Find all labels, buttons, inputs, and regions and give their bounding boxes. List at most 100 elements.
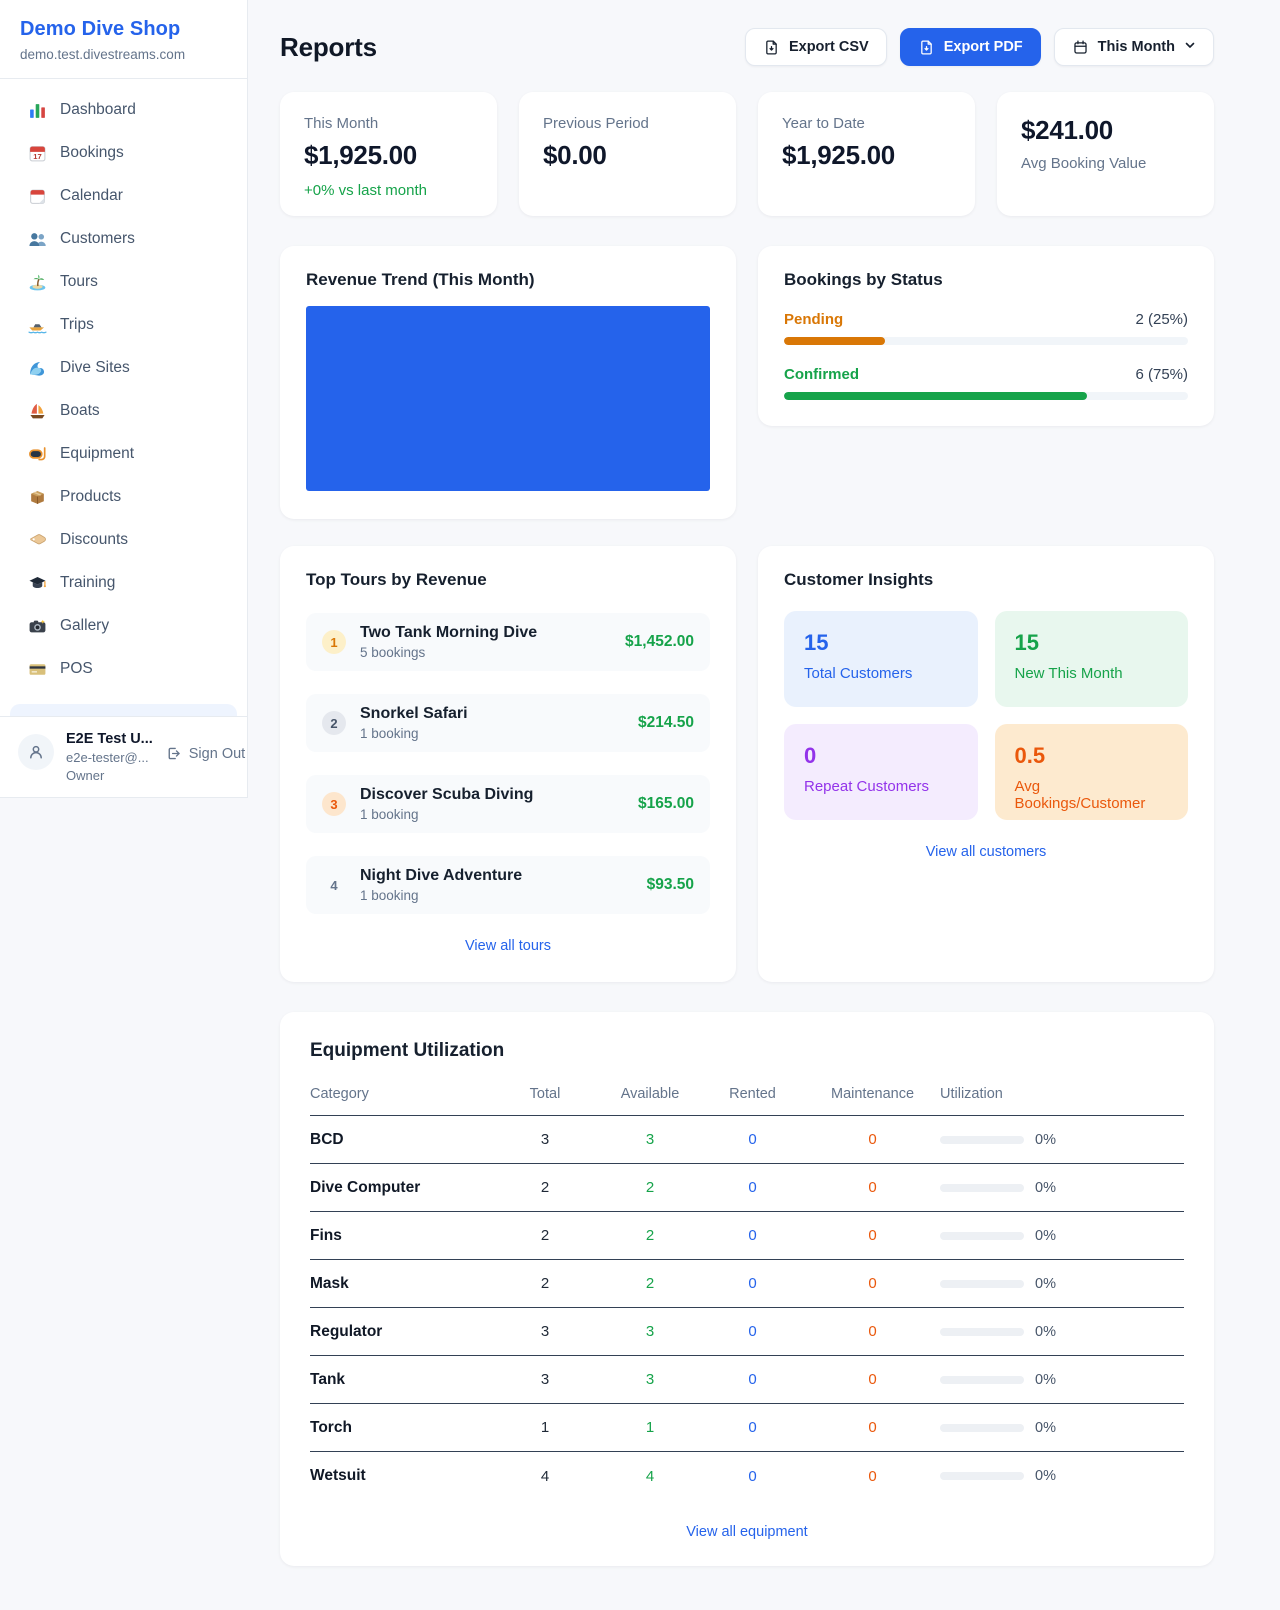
- sidebar-item-label: Dive Sites: [60, 359, 130, 376]
- utilization-percent: 0%: [1035, 1179, 1056, 1196]
- equipment-utilization-panel: Equipment Utilization Category Total Ava…: [280, 1012, 1214, 1566]
- insight-value: 15: [804, 630, 829, 655]
- equipment-utilization-title: Equipment Utilization: [310, 1040, 505, 1061]
- utilization-percent: 0%: [1035, 1371, 1056, 1388]
- equipment-category: Dive Computer: [310, 1178, 421, 1196]
- equipment-rented: 0: [748, 1275, 757, 1292]
- file-export-icon: [766, 39, 777, 55]
- user-email: e2e-tester@...: [66, 750, 149, 765]
- utilization-bar: [940, 1135, 1024, 1144]
- table-row: Fins 2 2 0 0 0%: [310, 1212, 1184, 1260]
- credit-card-icon: [28, 660, 47, 679]
- status-label: Pending: [784, 311, 844, 328]
- equipment-utilization-cell: 0%: [940, 1372, 1184, 1388]
- export-csv-button[interactable]: Export CSV: [744, 28, 887, 66]
- insight-card-total-customers: 15 Total Customers: [784, 611, 978, 707]
- equipment-total: 1: [540, 1419, 550, 1436]
- tour-name: Discover Scuba Diving: [360, 786, 534, 803]
- equipment-category: Tank: [310, 1370, 346, 1388]
- table-row: Mask 2 2 0 0 0%: [310, 1260, 1184, 1308]
- insight-card-avg-bookings: 0.5 Avg Bookings/Customer: [994, 724, 1188, 820]
- equipment-category: Wetsuit: [310, 1467, 366, 1484]
- utilization-percent: 0%: [1035, 1468, 1056, 1484]
- view-all-tours-link[interactable]: View all tours: [465, 938, 551, 954]
- stat-value: $0.00: [543, 140, 607, 170]
- equipment-rented: 0: [748, 1467, 757, 1485]
- sidebar-item-training[interactable]: Training: [10, 564, 237, 602]
- equipment-available: 2: [645, 1227, 655, 1244]
- bar-chart-icon: [28, 101, 47, 120]
- tour-bookings: 1 booking: [360, 888, 419, 903]
- rank-badge: 3: [322, 792, 346, 816]
- stat-card-this-month: This Month $1,925.00 +0% vs last month: [280, 92, 497, 216]
- tour-list-item: 4 Night Dive Adventure 1 booking $93.50: [306, 856, 710, 914]
- sidebar-item-products[interactable]: Products: [10, 478, 237, 516]
- brand-name: Demo Dive Shop: [20, 18, 181, 40]
- tour-revenue: $93.50: [646, 876, 694, 893]
- wave-icon: [28, 359, 47, 378]
- insights-grid: 15 Total Customers 15 New This Month 0 R…: [784, 611, 1188, 820]
- equipment-maintenance: 0: [868, 1131, 877, 1148]
- insight-label: New This Month: [1014, 665, 1123, 682]
- page-title: Reports: [280, 31, 377, 62]
- sidebar-item-discounts[interactable]: Discounts: [10, 521, 237, 559]
- sidebar-item-gallery[interactable]: Gallery: [10, 607, 237, 645]
- equipment-total: 3: [540, 1371, 550, 1388]
- view-all-equipment-link[interactable]: View all equipment: [686, 1524, 808, 1540]
- sign-out-icon: [168, 747, 180, 760]
- equipment-total: 4: [540, 1467, 550, 1485]
- utilization-bar: [940, 1231, 1024, 1240]
- tour-list-item: 1 Two Tank Morning Dive 5 bookings $1,45…: [306, 613, 710, 671]
- sidebar-item-pos[interactable]: POS: [10, 650, 237, 688]
- utilization-bar: [940, 1279, 1024, 1288]
- sidebar-nav: Dashboard 17 Bookings Calendar Customers…: [0, 79, 247, 704]
- user-name: E2E Test U...: [66, 731, 153, 747]
- utilization-percent: 0%: [1035, 1323, 1056, 1340]
- insight-label: Avg Bookings/Customer: [1014, 778, 1146, 812]
- sidebar-item-boats[interactable]: Boats: [10, 392, 237, 430]
- stat-card-avg-booking-value: $241.00 Avg Booking Value: [997, 92, 1214, 216]
- rank-badge: 4: [330, 877, 338, 893]
- user-panel: E2E Test U... e2e-tester@... Owner Sign …: [0, 716, 247, 797]
- sidebar-item-trips[interactable]: Trips: [10, 306, 237, 344]
- rank-badge: 1: [322, 630, 346, 654]
- chevron-down-icon: [1184, 39, 1196, 55]
- insight-value: 0.5: [1014, 743, 1046, 768]
- sidebar-item-label: Discounts: [60, 531, 129, 548]
- bookings-by-status-panel: Bookings by Status Pending 2 (25%) Confi…: [758, 246, 1214, 426]
- sidebar-item-calendar[interactable]: Calendar: [10, 177, 237, 215]
- status-bar-track: [784, 392, 1188, 400]
- sidebar-item-tours[interactable]: Tours: [10, 263, 237, 301]
- column-header-total: Total: [529, 1086, 561, 1102]
- status-bar-track: [784, 337, 1188, 345]
- stat-label: Year to Date: [782, 115, 865, 132]
- stat-delta: +0% vs last month: [304, 182, 427, 199]
- sign-out-button[interactable]: Sign Out: [165, 745, 245, 762]
- sidebar-item-label: Products: [60, 488, 122, 505]
- top-tours-title: Top Tours by Revenue: [306, 570, 487, 589]
- equipment-rented: 0: [748, 1371, 757, 1388]
- sidebar-item-dashboard[interactable]: Dashboard: [10, 91, 237, 129]
- sidebar-item-equipment[interactable]: Equipment: [10, 435, 237, 473]
- column-header-rented: Rented: [729, 1086, 776, 1102]
- sidebar-item-bookings[interactable]: 17 Bookings: [10, 134, 237, 172]
- graduation-cap-icon: [28, 574, 47, 593]
- sidebar-item-label: Trips: [60, 316, 94, 333]
- sidebar-item-reports-active-partial[interactable]: [10, 704, 237, 716]
- stat-value: $1,925.00: [304, 140, 417, 170]
- insight-card-repeat-customers: 0 Repeat Customers: [784, 724, 978, 820]
- view-all-customers-link[interactable]: View all customers: [925, 844, 1047, 860]
- equipment-total: 2: [540, 1227, 550, 1244]
- sidebar-item-customers[interactable]: Customers: [10, 220, 237, 258]
- period-select-button[interactable]: This Month: [1053, 28, 1214, 66]
- equipment-rented: 0: [748, 1131, 757, 1148]
- equipment-maintenance: 0: [868, 1371, 877, 1388]
- equipment-rented: 0: [748, 1179, 757, 1196]
- tour-list-item: 2 Snorkel Safari 1 booking $214.50: [306, 694, 710, 752]
- equipment-utilization-cell: 0%: [940, 1324, 1184, 1340]
- report-panels: Revenue Trend (This Month) Bookings by S…: [280, 246, 1214, 982]
- export-pdf-button[interactable]: Export PDF: [899, 28, 1041, 66]
- brand[interactable]: Demo Dive Shop demo.test.divestreams.com: [0, 0, 247, 79]
- sidebar-item-dive-sites[interactable]: Dive Sites: [10, 349, 237, 387]
- status-bar-fill-pending: [784, 337, 885, 345]
